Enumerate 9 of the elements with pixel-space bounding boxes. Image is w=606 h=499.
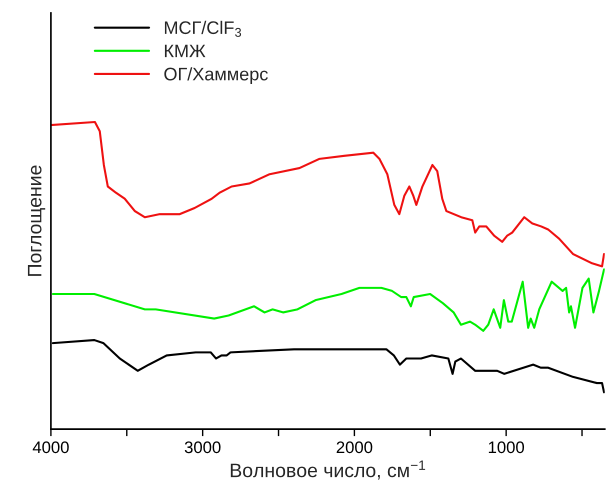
x-axis-title: Волновое число, см$^{−1}$ [230, 460, 426, 480]
x-tick-label: 4000 [32, 441, 69, 454]
x-tick-label: 1000 [488, 441, 524, 454]
y-axis-title: Поглощение [28, 166, 46, 276]
legend-label: ОГ/Хаммерс [164, 67, 268, 84]
x-tick-label: 3000 [184, 441, 221, 454]
x-tick-label: 2000 [336, 441, 372, 454]
legend-label: КМЖ [164, 44, 206, 58]
legend-label: МСГ/ClF$_{3}$ [164, 20, 242, 37]
